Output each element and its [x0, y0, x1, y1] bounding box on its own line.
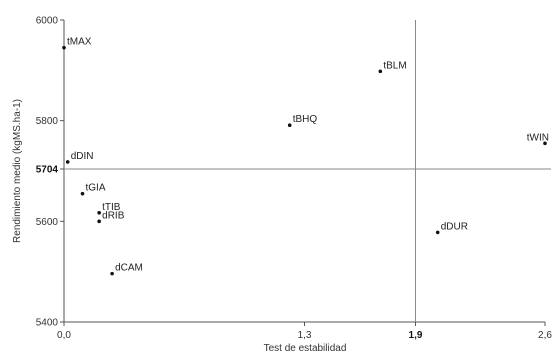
x-tick-label: 0,0: [57, 330, 71, 341]
point-ttib: [97, 210, 101, 215]
y-tick-label: 5704: [36, 164, 59, 175]
x-axis-ticks: 0,0 1,3 1,9 2,6: [57, 322, 552, 341]
point-label-ddin: dDIN: [71, 151, 94, 162]
point-twin: [543, 141, 547, 146]
point-label-twin: tWIN: [527, 132, 549, 143]
point-tbhq: [287, 123, 292, 127]
point-label-drib: dRIB: [102, 210, 125, 221]
point-label-tgia: tGIA: [86, 183, 106, 194]
point-drib: [97, 219, 101, 224]
point-label-tmax: tMAX: [67, 37, 92, 48]
point-label-ddur: dDUR: [441, 221, 468, 232]
y-tick-label: 5800: [36, 116, 59, 127]
point-tgia: [80, 191, 85, 196]
y-axis-ticks: 5400 5600 5704 5800 6000: [36, 16, 64, 329]
point-ddin: [65, 160, 70, 164]
point-tmax: [62, 45, 66, 50]
point-label-tblm: tBLM: [383, 60, 406, 71]
x-tick-label: 2,6: [538, 330, 552, 341]
x-axis-title: Test de estabilidad: [264, 343, 347, 354]
y-tick-label: 5600: [36, 217, 59, 228]
y-tick-label: 6000: [36, 16, 59, 27]
point-tblm: [378, 69, 383, 74]
point-label-dcam: dCAM: [115, 263, 143, 274]
x-tick-label: 1,3: [298, 330, 312, 341]
x-tick-label: 1,9: [409, 330, 423, 341]
point-label-tbhq: tBHQ: [293, 114, 318, 125]
reference-lines: [64, 20, 551, 322]
y-axis-title: Rendimiento medio (kgMS.ha-1): [12, 99, 23, 243]
point-ddur: [435, 230, 440, 235]
point-dcam: [110, 271, 114, 276]
y-tick-label: 5400: [36, 318, 59, 329]
point-label-ttib: tTIB: [102, 202, 121, 213]
